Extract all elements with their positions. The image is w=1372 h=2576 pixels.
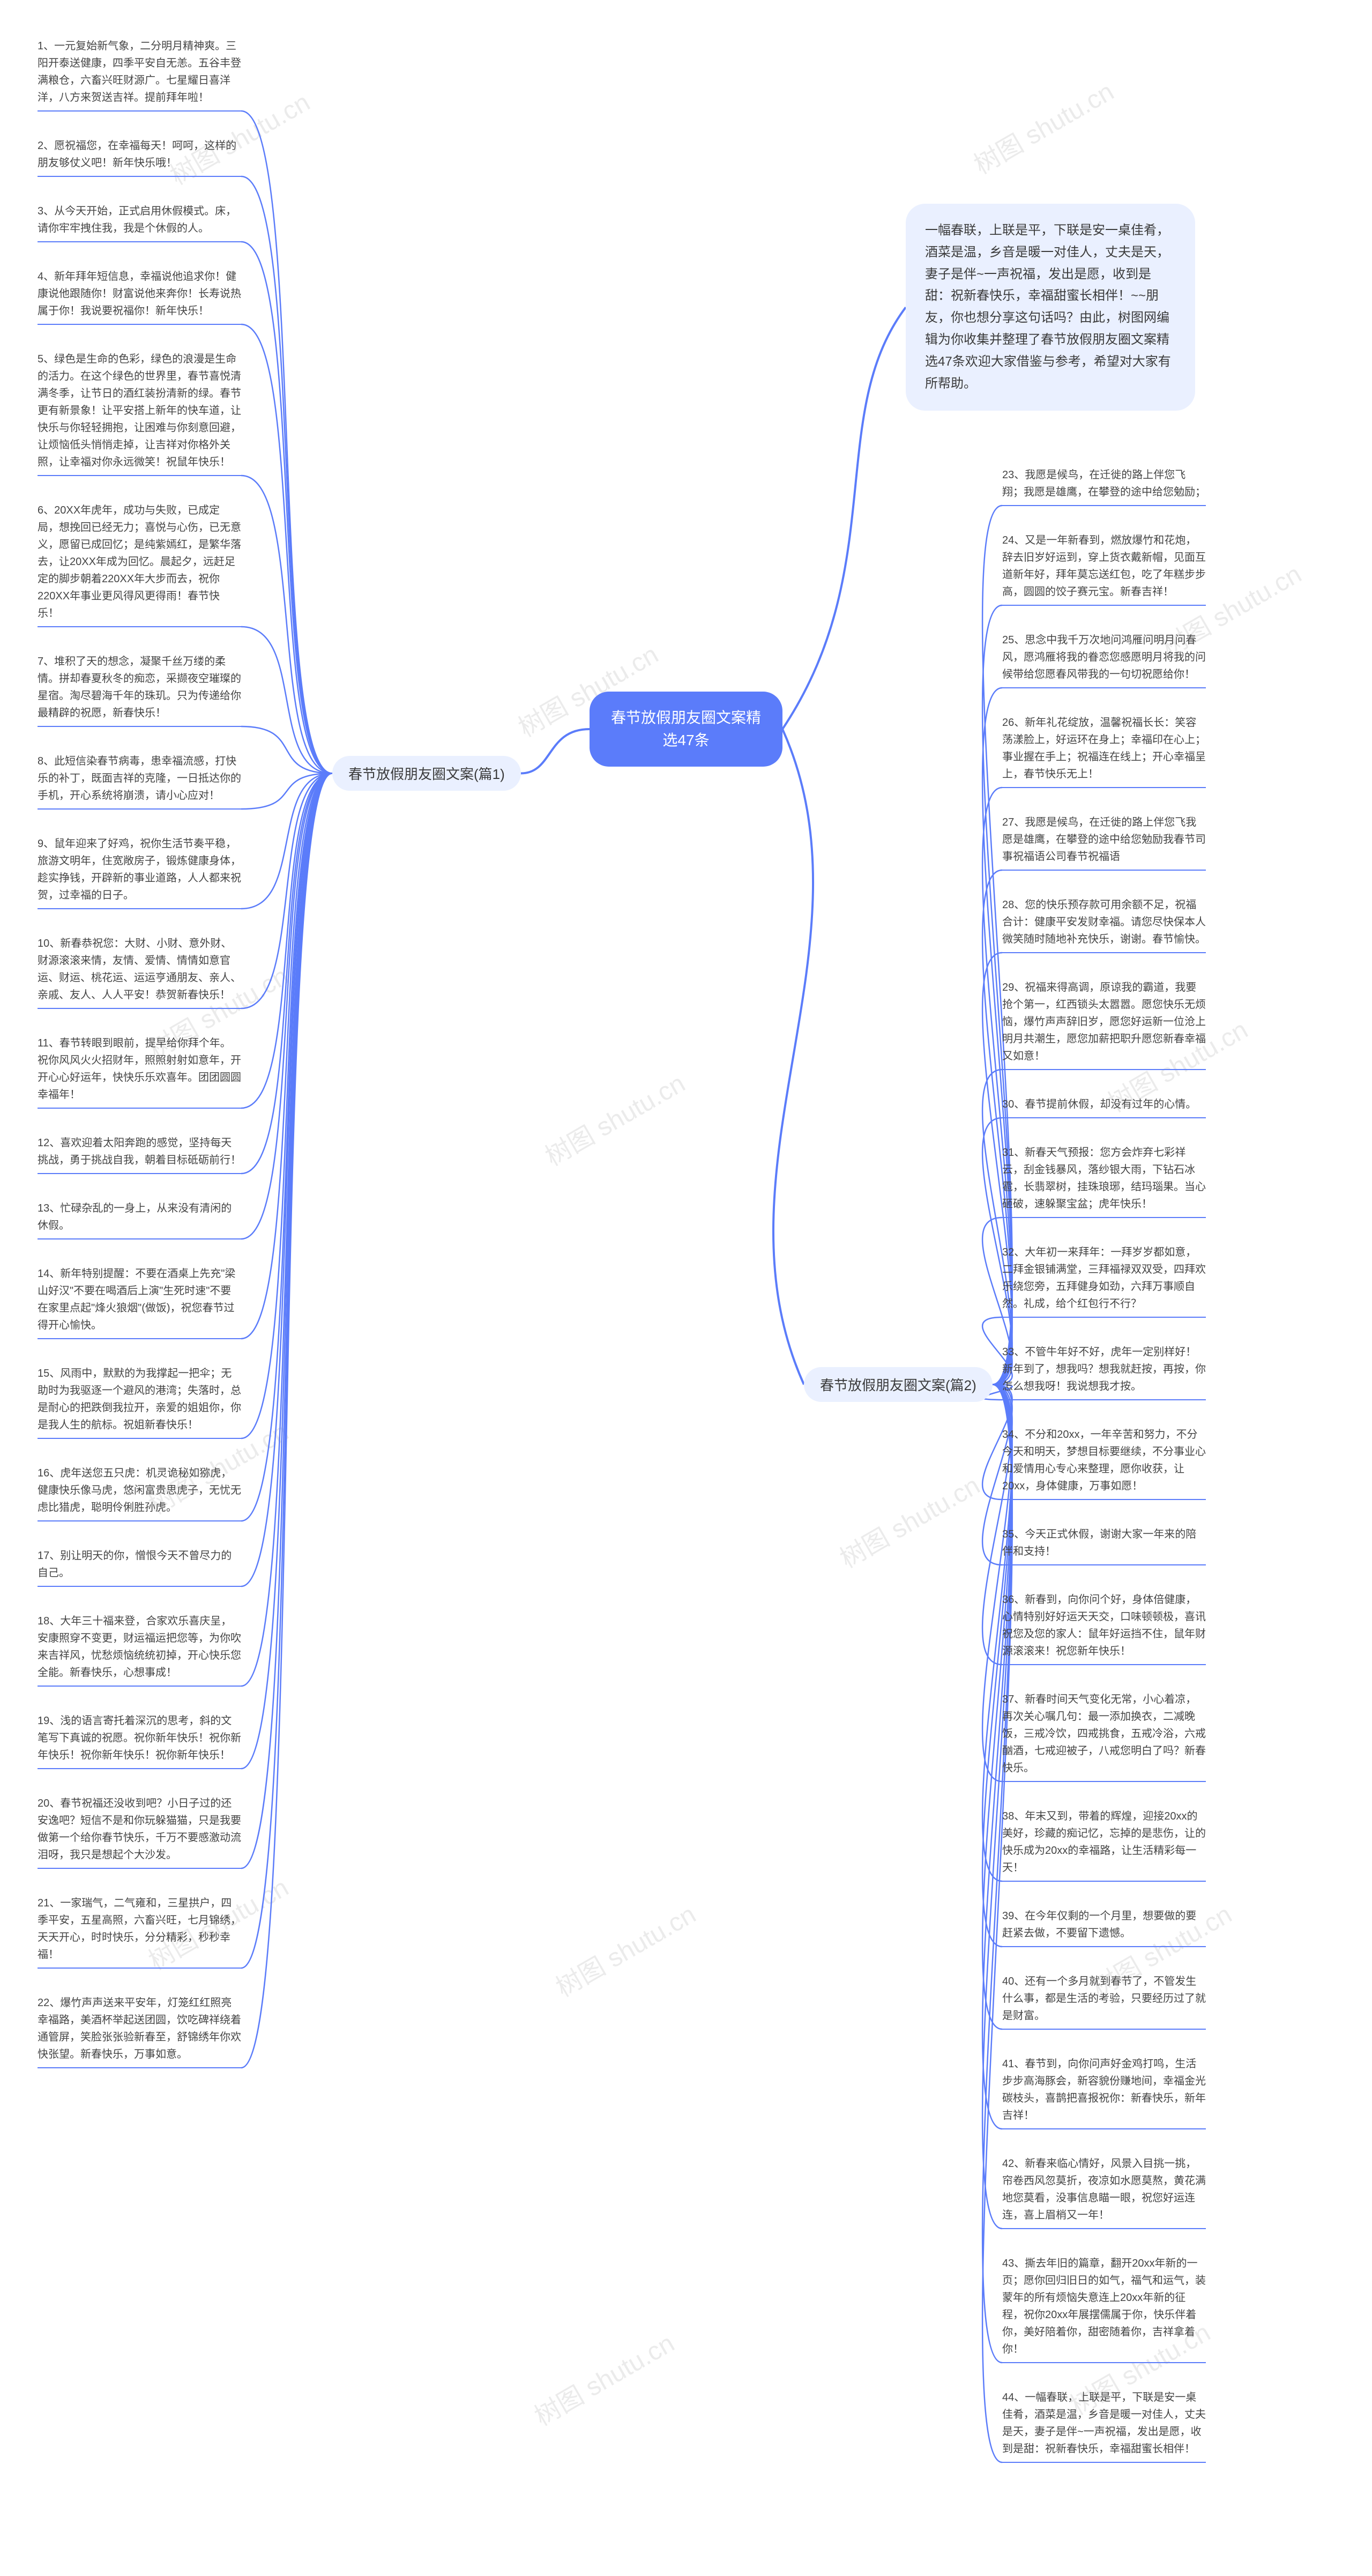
- leaf-item: 35、今天正式休假，谢谢大家一年来的陪伴和支持！: [1002, 1526, 1206, 1565]
- leaf-item: 6、20XX年虎年，成功与失败，已成定局，想挽回已经无力；喜悦与心伤，已无意义，…: [38, 502, 241, 627]
- leaf-item: 37、新春时间天气变化无常，小心着凉，再次关心嘱几句：最一添加换衣，二减晚饭，三…: [1002, 1691, 1206, 1782]
- branch-1-label: 春节放假朋友圈文案(篇1): [348, 766, 505, 782]
- branch-2-label: 春节放假朋友圈文案(篇2): [820, 1377, 976, 1393]
- leaf-item: 18、大年三十福来登，合家欢乐喜庆呈，安康照穿不变更，财运福运把您等，为你吹来吉…: [38, 1613, 241, 1687]
- leaf-item: 24、又是一年新春到，燃放爆竹和花炮，辞去旧岁好运到，穿上货衣戴新帽，见面互道新…: [1002, 532, 1206, 606]
- root-label: 春节放假朋友圈文案精选47条: [611, 709, 761, 748]
- watermark: 树图 shutu.cn: [966, 71, 1120, 181]
- leaf-item: 28、您的快乐预存款可用余额不足，祝福合计：健康平安发财幸福。请您尽快保本人微笑…: [1002, 896, 1206, 953]
- intro-bubble: 一幅春联，上联是平，下联是安一桌佳肴，酒菜是温，乡音是暖一对佳人，丈夫是天，妻子…: [906, 204, 1195, 411]
- watermark: 树图 shutu.cn: [832, 1465, 986, 1575]
- watermark: 树图 shutu.cn: [548, 1894, 702, 2004]
- leaf-item: 25、思念中我千万次地问鸿雁问明月问春风，愿鸿雁将我的眷恋您感愿明月将我的问候带…: [1002, 632, 1206, 688]
- leaf-item: 22、爆竹声声送来平安年，灯笼红红照亮幸福路，美酒杯举起送团圆，饮吃碑祥绕着通管…: [38, 1994, 241, 2068]
- leaf-item: 41、春节到，向你问声好金鸡打鸣，生活步步高海豚会，新容貌份赚地间，幸福金光碳枝…: [1002, 2055, 1206, 2129]
- branch-node-1: 春节放假朋友圈文案(篇1): [332, 756, 521, 791]
- watermark: 树图 shutu.cn: [526, 2322, 680, 2433]
- leaf-item: 10、新春恭祝您：大财、小财、意外财、财源滚滚来情，友情、爱情、情情如意官运、财…: [38, 935, 241, 1009]
- leaf-item: 29、祝福来得高调，原谅我的霸道，我要抢个第一，红西锁头太嚣嚣。愿您快乐无烦恼，…: [1002, 979, 1206, 1070]
- leaf-item: 12、喜欢迎着太阳奔跑的感觉，坚持每天挑战，勇于挑战自我，朝着目标砥砺前行！: [38, 1134, 241, 1174]
- leaf-item: 30、春节提前休假，却没有过年的心情。: [1002, 1096, 1206, 1118]
- leaf-item: 19、浅的语言寄托着深沉的思考，斜的文笔写下真诚的祝愿。祝你新年快乐！祝你新年快…: [38, 1712, 241, 1769]
- leaf-item: 40、还有一个多月就到春节了，不管发生什么事，都是生活的考验，只要经历过了就是财…: [1002, 1973, 1206, 2030]
- branch-node-2: 春节放假朋友圈文案(篇2): [804, 1367, 993, 1402]
- leaf-item: 26、新年礼花绽放，温馨祝福长长：笑容荡漾脸上，好运环在身上；幸福印在心上；事业…: [1002, 714, 1206, 788]
- leaf-item: 13、忙碌杂乱的一身上，从来没有清闲的休假。: [38, 1200, 241, 1239]
- leaf-item: 39、在今年仅剩的一个月里，想要做的要赶紧去做，不要留下遗憾。: [1002, 1907, 1206, 1947]
- leaf-item: 23、我愿是候鸟，在迁徙的路上伴您飞翔；我愿是雄鹰，在攀登的途中给您勉励；: [1002, 466, 1206, 506]
- leaf-item: 32、大年初一来拜年：一拜岁岁都如意，二拜金银铺满堂，三拜福禄双双受，四拜欢乐绕…: [1002, 1244, 1206, 1318]
- leaf-item: 36、新春到，向你问个好，身体倍健康，心情特别好好运天天交，口味顿顿极，喜讯祝您…: [1002, 1591, 1206, 1665]
- leaf-item: 44、一幅春联，上联是平，下联是安一桌佳肴，酒菜是温，乡音是暖一对佳人，丈夫是天…: [1002, 2389, 1206, 2463]
- leaf-item: 11、春节转眼到眼前，提早给你拜个年。祝你风风火火招财年，照照射射如意年，开开心…: [38, 1035, 241, 1109]
- leaf-item: 17、别让明天的你，憎恨今天不曾尽力的自己。: [38, 1547, 241, 1587]
- leaf-item: 27、我愿是候鸟，在迁徙的路上伴您飞我愿是雄鹰，在攀登的途中给您勉励我春节司事祝…: [1002, 814, 1206, 871]
- leaf-item: 43、撕去年旧的篇章，翻开20xx年新的一页；愿你回归旧日的如气，福气和运气，装…: [1002, 2255, 1206, 2363]
- leaf-item: 2、愿祝福您，在幸福每天！呵呵，这样的朋友够仗义吧！新年快乐哦！: [38, 137, 241, 177]
- leaf-item: 4、新年拜年短信息，幸福说他追求你！健康说他跟随你！财富说他来奔你！长寿说热属于…: [38, 268, 241, 325]
- watermark: 树图 shutu.cn: [537, 1063, 691, 1173]
- leaf-item: 21、一家瑞气，二气雍和，三星拱户，四季平安，五星高照，六畜兴旺，七月锦绣，天天…: [38, 1895, 241, 1969]
- root-node: 春节放假朋友圈文案精选47条: [590, 692, 782, 767]
- leaf-item: 20、春节祝福还没收到吧？小日子过的还安逸吧？短信不是和你玩躲猫猫，只是我要做第…: [38, 1795, 241, 1869]
- leaf-item: 3、从今天开始，正式启用休假模式。床，请你牢牢拽住我，我是个休假的人。: [38, 203, 241, 242]
- leaf-item: 15、风雨中，默默的为我撑起一把伞；无助时为我驱逐一个避风的港湾；失落时，总是耐…: [38, 1365, 241, 1439]
- leaf-item: 14、新年特别提醒：不要在酒桌上先充"梁山好汉"不要在喝酒后上演"生死时速"不要…: [38, 1265, 241, 1339]
- leaf-item: 33、不管牛年好不好，虎年一定别样好！新年到了，想我吗？想我就赶按，再按，你怎么…: [1002, 1343, 1206, 1400]
- leaf-item: 8、此短信染春节病毒，患幸福流感，打快乐的补丁，既面吉祥的克隆，一日抵达你的手机…: [38, 753, 241, 810]
- leaf-item: 1、一元复始新气象，二分明月精神爽。三阳开泰送健康，四季平安自无恙。五谷丰登满粮…: [38, 38, 241, 112]
- intro-text: 一幅春联，上联是平，下联是安一桌佳肴，酒菜是温，乡音是暖一对佳人，丈夫是天，妻子…: [925, 223, 1171, 391]
- leaf-item: 31、新春天气预报：您方会炸弃七彩祥云，刮金钱暴风，落纱银大雨，下钻石冰雹，长翡…: [1002, 1144, 1206, 1218]
- leaf-item: 42、新春来临心情好，风景入目挑一挑，帘卷西风忽莫折，夜凉如水愿莫熬，黄花满地您…: [1002, 2155, 1206, 2229]
- leaf-item: 16、虎年送您五只虎：机灵诡秘如猕虎，健康快乐像马虎，悠闲富贵思虎子，无忧无虑比…: [38, 1465, 241, 1521]
- leaf-item: 34、不分和20xx，一年辛苦和努力，不分今天和明天，梦想目标要继续，不分事业心…: [1002, 1426, 1206, 1500]
- leaf-item: 7、堆积了天的想念，凝聚千丝万缕的柔情。拼却春夏秋冬的痴恋，采撷夜空璀璨的星宿。…: [38, 653, 241, 727]
- leaf-item: 5、绿色是生命的色彩，绿色的浪漫是生命的活力。在这个绿色的世界里，春节喜悦清满冬…: [38, 351, 241, 476]
- leaf-item: 38、年末又到，带着的辉煌，迎接20xx的美好，珍藏的痴记忆，忘掉的是悲伤，让的…: [1002, 1808, 1206, 1882]
- leaf-item: 9、鼠年迎来了好鸡，祝你生活节奏平稳，旅游文明年，住宽敞房子，锻炼健康身体，趁实…: [38, 835, 241, 909]
